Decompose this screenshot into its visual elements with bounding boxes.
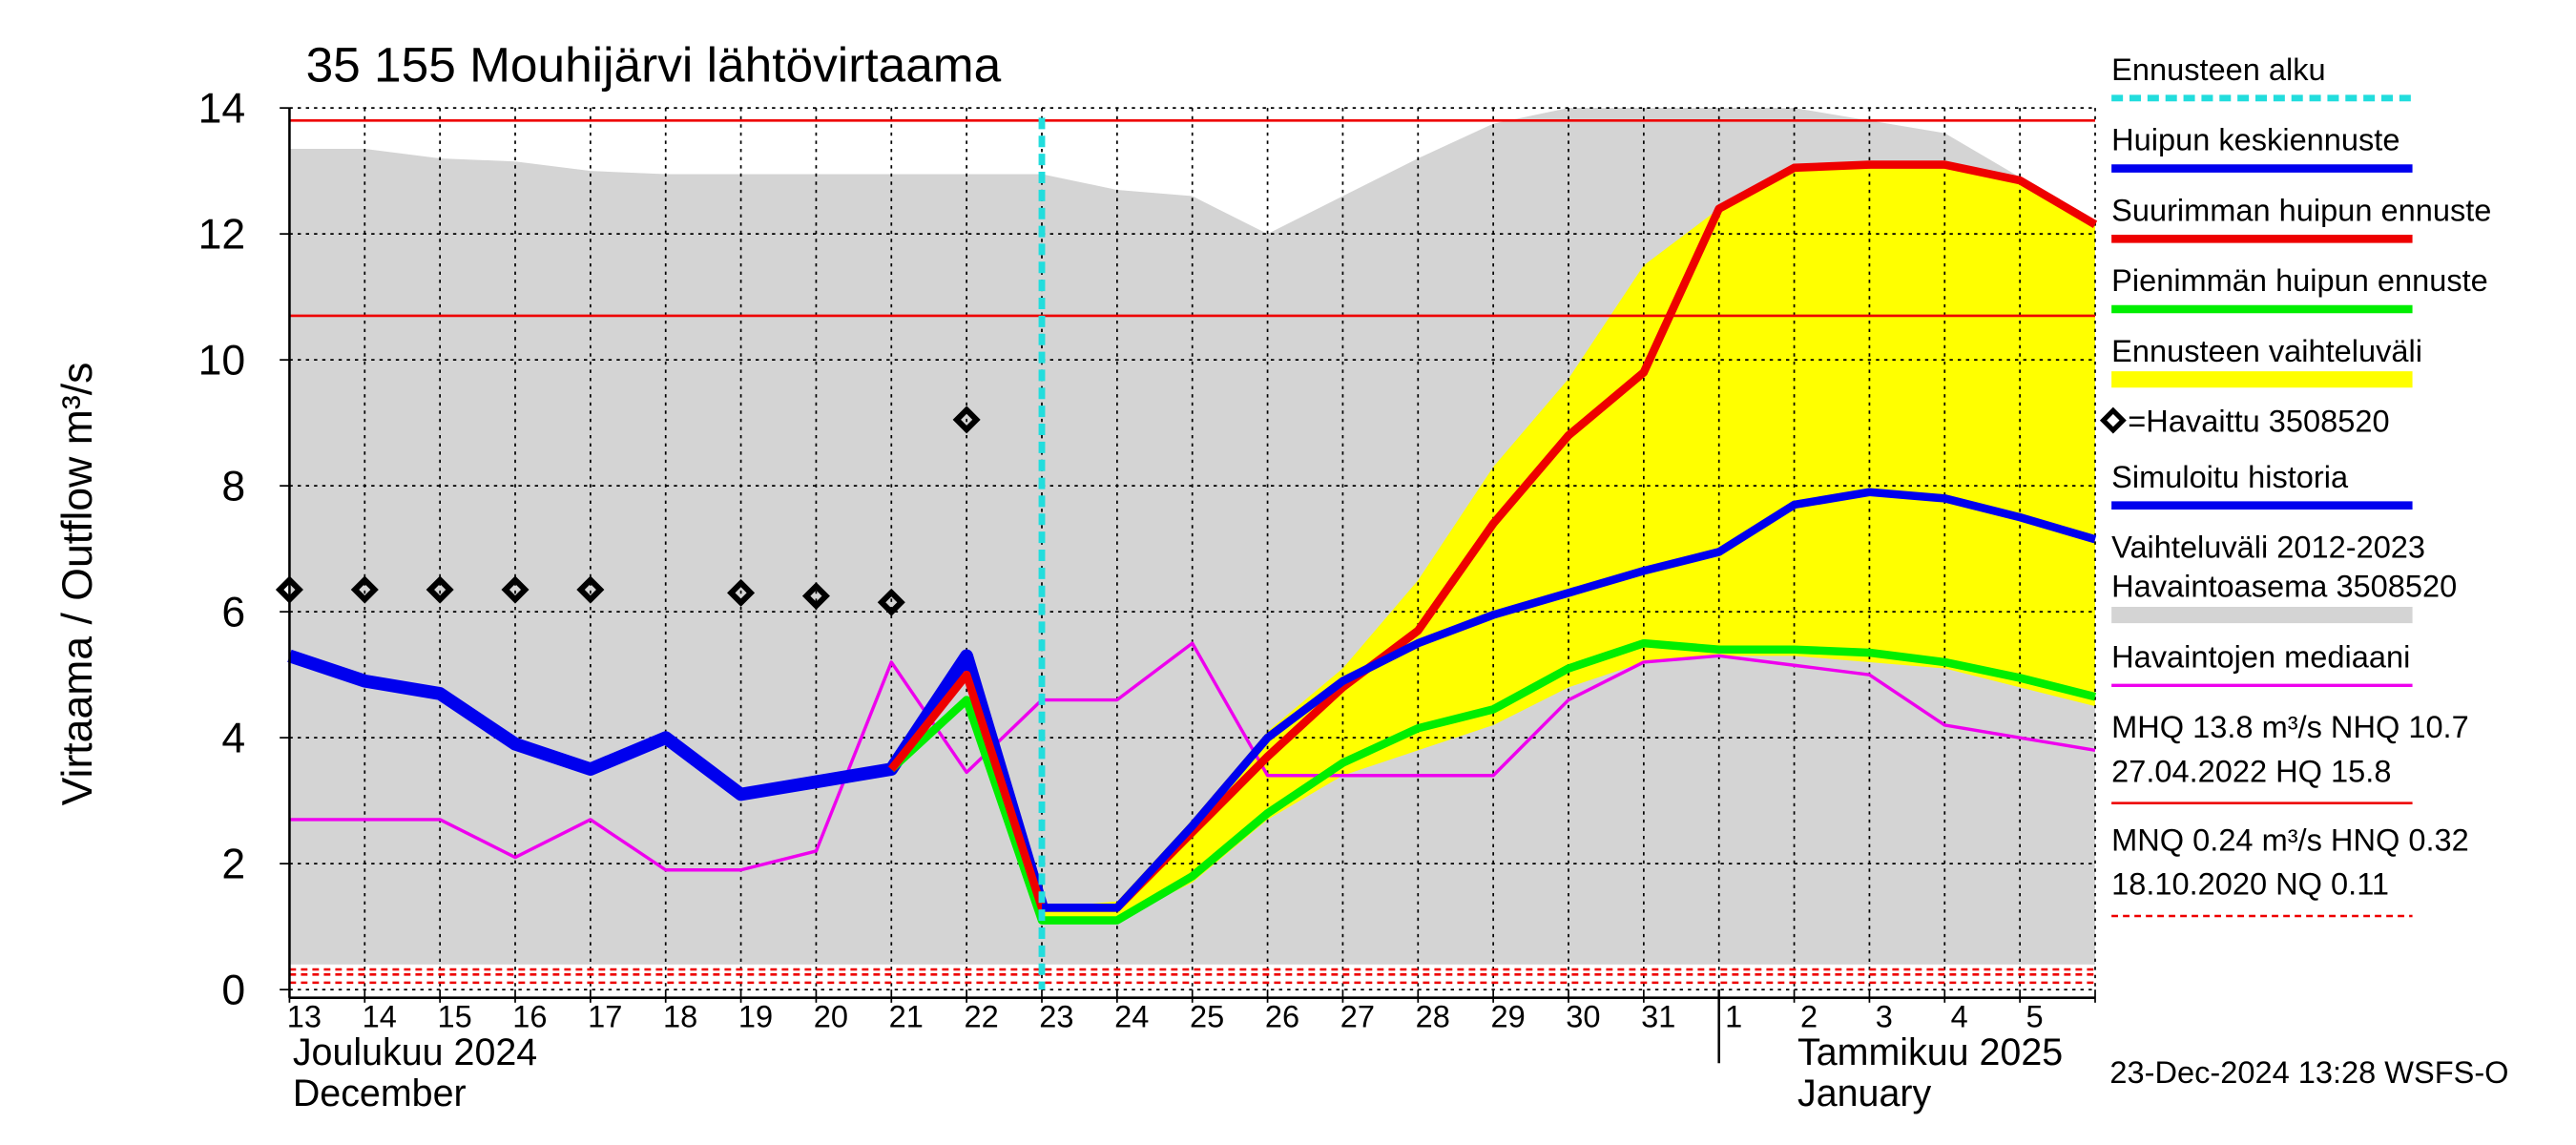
observation-marker [801,582,830,611]
x-tick-label: 16 [512,1000,547,1034]
x-tick-label: 15 [437,1000,471,1034]
observation-marker [350,575,379,604]
legend-label: MHQ 13.8 m³/s NHQ 10.7 [2111,710,2469,744]
y-tick-label: 8 [221,464,245,510]
legend-label: Huipun keskiennuste [2111,123,2399,157]
x-tick-label: 19 [738,1000,773,1034]
x-tick-label: 21 [889,1000,924,1034]
x-tick-label: 3 [1876,1000,1893,1034]
observation-marker [576,575,605,604]
observation-marker [426,575,454,604]
y-tick-label: 14 [198,86,246,133]
x-tick-label: 4 [1951,1000,1968,1034]
legend-label: Havaintojen mediaani [2111,639,2410,674]
legend-swatch [2099,406,2127,434]
legend-label: Havaintoasema 3508520 [2111,570,2457,604]
observation-marker [877,588,905,616]
x-tick-label: 17 [588,1000,622,1034]
series-line [289,641,2096,872]
x-tick-label: 28 [1416,1000,1450,1034]
legend-label: MNQ 0.24 m³/s HNQ 0.32 [2111,822,2469,857]
x-tick-label: 30 [1566,1000,1600,1034]
series-line [1042,488,2097,912]
legend-label: Suurimman huipun ennuste [2111,193,2491,227]
x-tick-label: 13 [287,1000,322,1034]
x-tick-label: 18 [663,1000,697,1034]
y-tick-label: 6 [221,590,245,636]
month-label: January [1797,1072,1931,1114]
observation-marker [501,575,530,604]
observation-marker [727,578,756,607]
timestamp: 23-Dec-2024 13:28 WSFS-O [2109,1055,2508,1090]
x-tick-label: 14 [363,1000,397,1034]
x-tick-label: 31 [1641,1000,1675,1034]
x-tick-label: 23 [1039,1000,1073,1034]
y-tick-label: 2 [221,842,245,888]
x-tick-label: 2 [1800,1000,1818,1034]
x-tick-label: 20 [814,1000,848,1034]
legend-label: 18.10.2020 NQ 0.11 [2111,867,2389,902]
y-tick-label: 4 [221,716,245,762]
x-tick-label: 1 [1725,1000,1742,1034]
legend-label: 27.04.2022 HQ 15.8 [2111,754,2391,788]
y-tick-label: 10 [198,338,246,385]
month-label: Tammikuu 2025 [1797,1031,2063,1073]
legend-label: Pienimmän huipun ennuste [2111,263,2488,298]
x-tick-label: 22 [964,1000,998,1034]
month-label: December [293,1072,467,1114]
chart-title: 35 155 Mouhijärvi lähtövirtaama [306,37,1002,93]
x-tick-label: 5 [2026,1000,2044,1034]
x-tick-label: 27 [1340,1000,1375,1034]
legend-label: Vaihteluväli 2012-2023 [2111,531,2425,565]
y-tick-label: 12 [198,212,246,259]
observation-marker [952,406,981,434]
legend-label: Ennusteen vaihteluväli [2111,334,2422,368]
x-tick-label: 29 [1490,1000,1525,1034]
y-tick-label: 0 [221,968,245,1014]
x-tick-label: 25 [1190,1000,1224,1034]
series-line [888,638,2097,925]
x-tick-label: 24 [1114,1000,1149,1034]
month-label: Joulukuu 2024 [293,1031,537,1073]
legend-label: Simuloitu historia [2111,460,2349,494]
legend-label: =Havaittu 3508520 [2128,405,2389,439]
y-axis-label: Virtaama / Outflow m³/s [54,363,101,806]
legend-label: Ennusteen alku [2111,52,2326,87]
x-tick-label: 26 [1265,1000,1299,1034]
